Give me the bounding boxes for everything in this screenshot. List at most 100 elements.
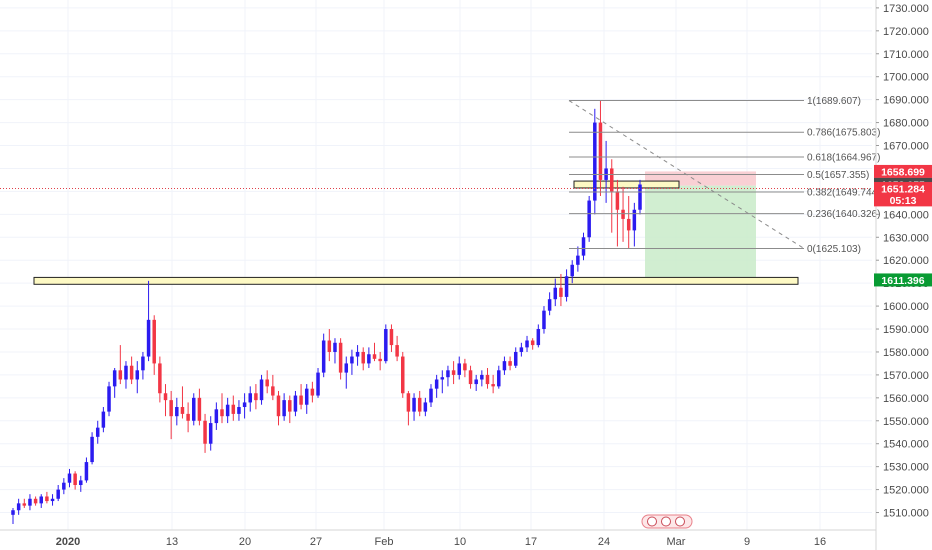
candle-body [84, 462, 89, 481]
candle [186, 402, 190, 433]
candle [73, 471, 77, 490]
candle [361, 347, 365, 371]
candle-body [536, 329, 541, 346]
candle-body [367, 354, 371, 364]
price-tick-label: 1630.000 [883, 232, 929, 244]
position-zones[interactable] [33, 171, 799, 285]
candle-body [530, 340, 535, 346]
candle-body [547, 299, 552, 311]
candle-body [28, 498, 32, 506]
candle-body [621, 209, 625, 219]
price-tick-label: 1540.000 [883, 439, 929, 451]
candle [621, 186, 625, 242]
candle [338, 338, 343, 380]
candle-body [248, 393, 252, 403]
candle-body [95, 427, 100, 437]
candle [39, 494, 43, 508]
entry-zone-rectangle[interactable] [573, 180, 680, 189]
candle-body [304, 388, 309, 405]
candle-body [417, 397, 422, 412]
candle-body [587, 200, 591, 238]
candle [282, 393, 286, 421]
candle-body [581, 237, 586, 256]
price-tag-timer: 05:13 [874, 193, 932, 207]
candle-body [50, 498, 55, 502]
candle [118, 345, 123, 385]
candle-body [485, 374, 490, 385]
candle-body [225, 404, 230, 417]
candle-body [429, 388, 433, 403]
candle-body [406, 393, 411, 412]
candle [372, 342, 377, 362]
candle-body [350, 356, 354, 364]
price-tick-label: 1670.000 [883, 141, 929, 153]
fib-level-label: 0(1625.103) [807, 244, 861, 255]
candle [434, 374, 439, 398]
candle-body [254, 393, 258, 401]
time-tick-label: 9 [744, 536, 750, 548]
candle-body [107, 386, 111, 412]
candle [192, 393, 196, 426]
candle [446, 365, 450, 387]
candle [378, 351, 382, 371]
price-tag-stop: 1658.699 [874, 164, 932, 178]
candle-body [412, 397, 416, 412]
candle-body [45, 496, 49, 502]
candle-body [73, 473, 77, 486]
resistance-zone-rectangle[interactable] [33, 276, 799, 285]
candle [553, 278, 558, 307]
time-axis[interactable]: 2020 13 20 27 Feb 10 17 24 Mar 9 16 [0, 529, 876, 548]
candle-body [384, 329, 388, 362]
candle-body [593, 122, 597, 201]
price-tag-current: 1651.284 [874, 181, 932, 195]
candle [502, 356, 507, 375]
candle-body [638, 184, 642, 210]
price-tick-label: 1690.000 [883, 95, 929, 107]
candle-body [231, 404, 236, 414]
take-profit-zone[interactable] [645, 185, 756, 280]
fibonacci-retracement[interactable]: 1(1689.607) 0.786(1675.803) 0.618(1664.967… [568, 96, 880, 255]
candle-body [542, 310, 546, 330]
candle-body [282, 400, 286, 417]
candle [175, 397, 179, 426]
economic-events-icon[interactable] [641, 514, 693, 529]
candle-body [632, 209, 637, 231]
candle [33, 496, 38, 506]
candle [112, 368, 117, 398]
event-flag-icon[interactable] [647, 516, 657, 527]
candle [67, 468, 72, 488]
fib-trend-line[interactable] [568, 100, 805, 249]
fib-level-label: 0.618(1664.967) [807, 153, 880, 164]
candle-body [321, 340, 326, 373]
candle-body [440, 377, 445, 380]
event-flag-icon[interactable] [675, 516, 685, 527]
candle [288, 395, 292, 424]
time-tick-label: Feb [375, 536, 394, 548]
candle [16, 498, 21, 515]
candle [84, 457, 89, 483]
candle-body [446, 370, 450, 378]
candle-body [124, 365, 128, 380]
candle-body [615, 191, 620, 210]
candle [11, 507, 15, 524]
candle [327, 329, 332, 362]
candle [208, 416, 213, 451]
candle [610, 159, 614, 233]
candle [598, 100, 603, 196]
candle [237, 400, 241, 421]
candle [367, 347, 371, 369]
candle [536, 324, 541, 348]
candle [22, 498, 27, 508]
price-tag-text: 05:13 [890, 195, 917, 207]
event-flag-icon[interactable] [661, 516, 671, 527]
candle-body [570, 264, 574, 277]
candles [11, 100, 642, 524]
candle [468, 365, 473, 389]
price-tick-label: 1530.000 [883, 462, 929, 474]
price-tag-text: 1651.284 [881, 183, 925, 195]
price-axis[interactable]: 1510.000 1520.000 1530.000 1540.000 1550.000… [875, 0, 929, 550]
price-tick-label: 1580.000 [883, 347, 929, 359]
candle-body [355, 351, 360, 357]
